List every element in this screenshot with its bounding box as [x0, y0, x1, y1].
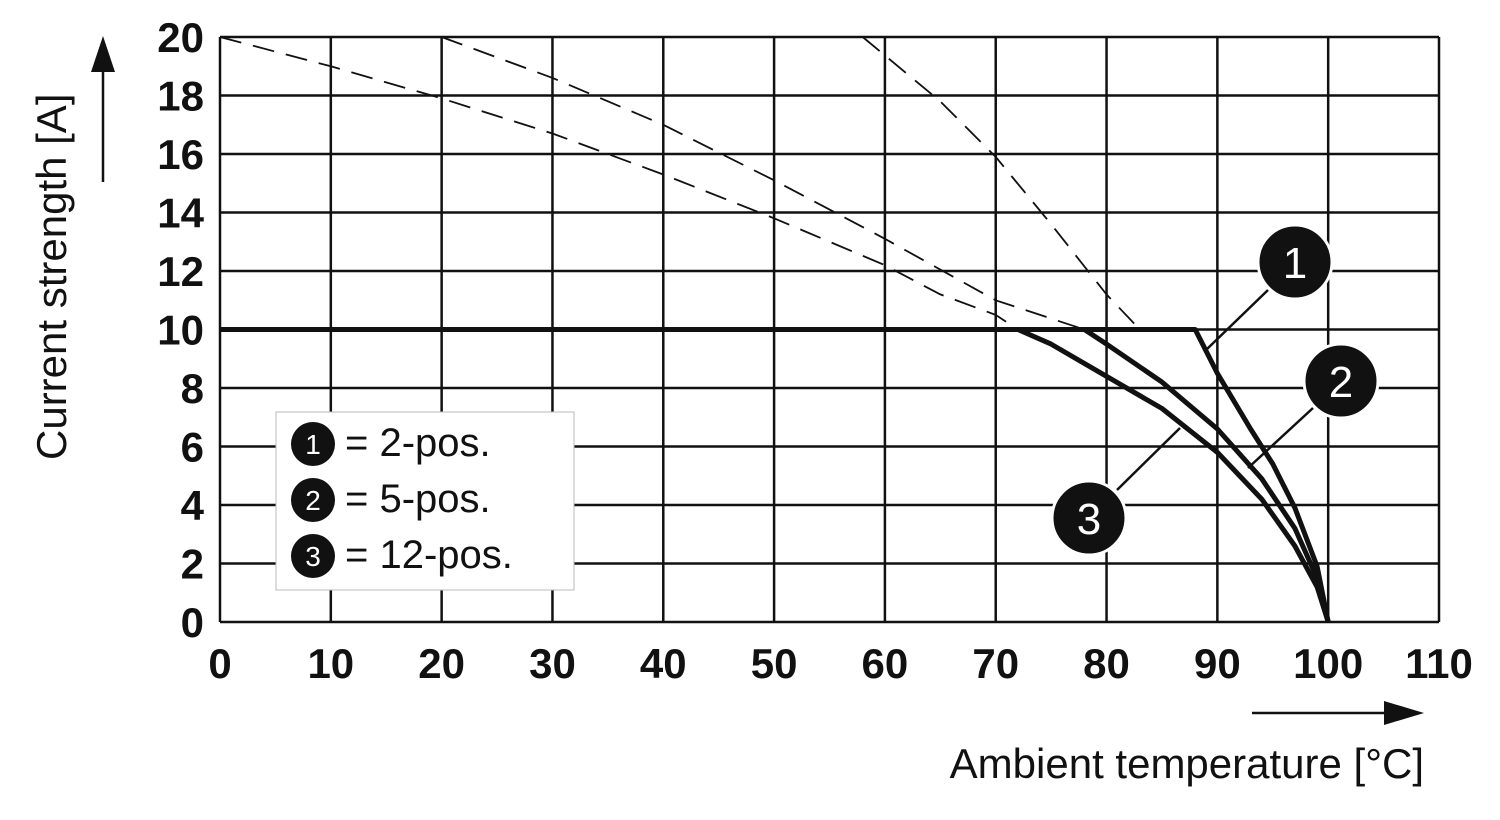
callout-1: 1: [1205, 223, 1334, 351]
y-axis-label: Current strength [A]: [28, 94, 75, 461]
callout-2: 2: [1247, 342, 1380, 469]
legend-marker-2-label: 2: [305, 485, 321, 516]
legend-item-3: 3 = 12-pos.: [291, 533, 513, 578]
callout-2-marker: [1302, 342, 1380, 420]
y-tick-label: 8: [181, 365, 204, 412]
callout-3-leader: [1116, 427, 1181, 491]
x-tick-label: 40: [640, 640, 687, 687]
callout-2-label: 2: [1329, 358, 1353, 407]
y-tick-label: 18: [157, 73, 204, 120]
legend-marker-3: [291, 534, 335, 578]
y-axis-title: Current strength [A]: [28, 36, 115, 460]
x-axis-title: Ambient temperature [°C]: [950, 701, 1424, 787]
legend-marker-2: [291, 478, 335, 522]
x-tick-label: 110: [1405, 640, 1473, 687]
x-axis-arrow-head: [1384, 701, 1424, 725]
y-tick-label: 14: [157, 190, 204, 237]
series-1-dashed-curve: [862, 36, 1196, 331]
legend-marker-1: [291, 422, 335, 466]
callout-1-marker: [1256, 223, 1334, 301]
x-tick-label: 30: [529, 640, 576, 687]
x-tick-label: 100: [1293, 640, 1363, 687]
legend-label-1: = 2-pos.: [345, 421, 491, 465]
y-tick-label: 16: [157, 131, 204, 178]
x-tick-label: 70: [972, 640, 1019, 687]
x-tick-label: 10: [307, 640, 354, 687]
x-tick-label: 90: [1194, 640, 1241, 687]
legend-marker-1-label: 1: [305, 429, 321, 460]
y-axis-arrow-head: [91, 36, 115, 72]
callout-3: 3: [1050, 427, 1181, 557]
y-tick-label: 6: [181, 424, 204, 471]
y-tick-label: 12: [157, 248, 204, 295]
x-tick-label: 60: [862, 640, 909, 687]
series-3-dashed-curve: [219, 36, 1019, 331]
callout-3-marker: [1050, 479, 1128, 557]
x-tick-label: 20: [418, 640, 465, 687]
series-1-solid-curve: [1139, 327, 1331, 623]
legend-item-1: 1 = 2-pos.: [291, 421, 491, 466]
callout-3-label: 3: [1077, 495, 1101, 544]
series-2-solid-curve: [1083, 327, 1331, 623]
callout-1-label: 1: [1283, 239, 1307, 288]
x-tick-label: 0: [208, 640, 231, 687]
legend-label-3: = 12-pos.: [345, 533, 513, 577]
series-2-dashed-curve: [441, 36, 1085, 331]
x-tick-label: 50: [751, 640, 798, 687]
y-tick-label: 20: [157, 14, 204, 61]
callout-2-leader: [1247, 407, 1314, 469]
legend: 1 = 2-pos. 2 = 5-pos. 3 = 12-pos.: [275, 411, 575, 591]
series-3-solid-curve: [1016, 327, 1331, 623]
x-tick-label: 80: [1083, 640, 1130, 687]
legend-marker-3-label: 3: [305, 541, 321, 572]
y-tick-label: 4: [181, 482, 205, 529]
curves: [219, 36, 1331, 623]
y-tick-label: 2: [181, 541, 204, 588]
callout-1-leader: [1205, 289, 1269, 351]
y-tick-label: 0: [181, 599, 204, 646]
legend-label-2: = 5-pos.: [345, 477, 491, 521]
legend-item-2: 2 = 5-pos.: [291, 477, 491, 522]
tick-labels: 0 10 20 30 40 50 60 70 80 90 100 110024681012141618…: [157, 14, 1473, 687]
x-axis-label: Ambient temperature [°C]: [950, 740, 1424, 787]
y-tick-label: 10: [157, 307, 204, 354]
